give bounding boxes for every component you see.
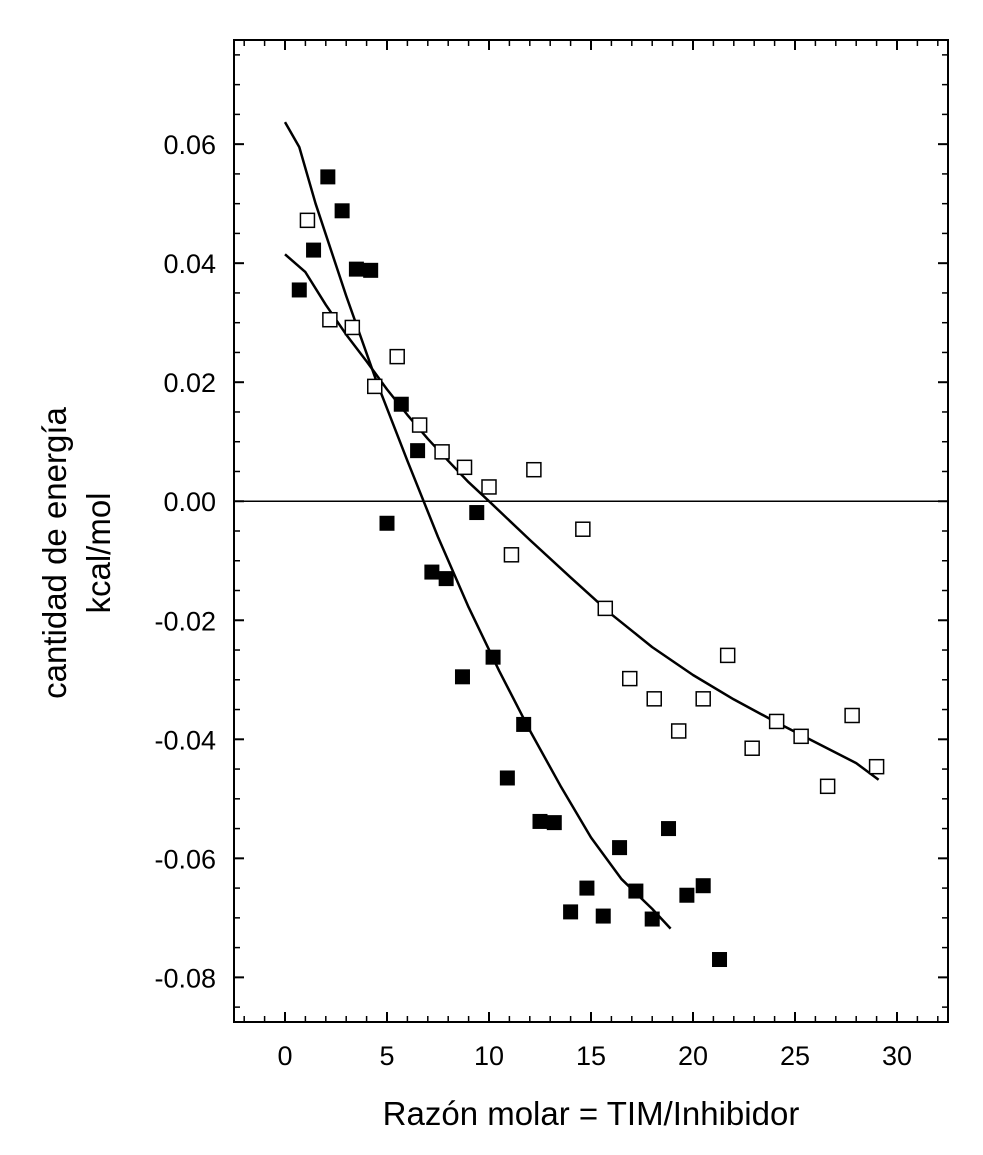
filled-square-point [628, 883, 644, 899]
filled-square-point [485, 649, 501, 665]
open-square-point [646, 691, 662, 707]
x-tick-label: 10 [474, 1041, 504, 1071]
filled-square-point [454, 669, 470, 685]
open-square-point [575, 521, 591, 537]
y-tick-label: -0.08 [154, 963, 216, 993]
filled-square-point [546, 815, 562, 831]
open-square-point [695, 691, 711, 707]
filled-square-point [306, 242, 322, 258]
x-tick-label: 15 [576, 1041, 606, 1071]
open-square-point [411, 417, 428, 433]
filled-square-point [393, 396, 409, 412]
filled-square-point [579, 880, 595, 896]
y-axis-title-line1: cantidad de energía [36, 406, 73, 698]
filled-square-point [661, 821, 677, 837]
open-square-point [526, 461, 542, 478]
open-square-point [456, 459, 473, 476]
y-tick-label: -0.04 [154, 725, 216, 755]
minor-ticks [234, 40, 948, 1022]
y-tick-labels: 0.06 0.04 0.02 0.00 -0.02 -0.04 -0.06 -0.08 [154, 130, 216, 993]
filled-square-point [379, 515, 395, 531]
fit-curve-filled-series [283, 121, 672, 930]
filled-square-point [595, 908, 611, 924]
filled-square-point [516, 716, 532, 732]
filled-square-point [469, 505, 485, 521]
open-square-point [844, 707, 860, 724]
x-tick-labels: 0 5 10 15 20 25 30 [277, 1041, 912, 1071]
open-square-point [389, 348, 405, 365]
open-square-point [768, 713, 785, 730]
filled-square-point [499, 770, 515, 786]
open-square-point [744, 740, 760, 756]
filled-square-point [679, 887, 695, 903]
open-square-point [868, 758, 885, 775]
filled-square-point [410, 443, 426, 459]
filled-square-point [438, 571, 454, 587]
y-tick-label: 0.04 [163, 249, 216, 279]
open-square-point [434, 444, 450, 460]
y-tick-label: 0.06 [163, 130, 216, 160]
open-square-point [670, 723, 687, 739]
x-tick-label: 30 [882, 1041, 912, 1071]
open-square-point [299, 212, 316, 229]
filled-square-point [712, 952, 728, 968]
filled-square-point [563, 904, 579, 920]
y-tick-label: 0.00 [163, 487, 216, 517]
y-tick-label: -0.02 [154, 606, 216, 636]
x-tick-label: 5 [379, 1041, 394, 1071]
x-axis-title: Razón molar = TIM/Inhibidor [383, 1095, 800, 1132]
filled-square-point [320, 169, 336, 185]
open-square-point [344, 319, 361, 336]
open-square-point [367, 378, 383, 395]
filled-square-point [532, 813, 548, 829]
y-tick-label: -0.06 [154, 844, 216, 874]
x-tick-label: 25 [780, 1041, 810, 1071]
open-square-point [793, 728, 809, 745]
filled-square-point [695, 878, 711, 894]
open-square-point [622, 670, 638, 687]
filled-square-point [291, 282, 307, 298]
filled-square-point [424, 564, 440, 580]
filled-square-point [644, 911, 660, 927]
filled-square-point [363, 262, 379, 278]
open-square-point [597, 600, 614, 617]
open-square-point [322, 311, 338, 328]
major-ticks [234, 40, 948, 1022]
y-axis-title-line2: kcal/mol [80, 492, 117, 613]
open-square-point [819, 778, 836, 795]
open-square-point [503, 547, 520, 563]
x-tick-label: 20 [678, 1041, 708, 1071]
filled-square-point [334, 203, 350, 219]
plot-frame [233, 39, 949, 1023]
filled-square-point [348, 261, 364, 277]
fit-curve-open-series [284, 253, 880, 781]
y-tick-label: 0.02 [163, 368, 216, 398]
filled-square-point [612, 840, 628, 856]
x-tick-label: 0 [277, 1041, 292, 1071]
open-square-point [481, 479, 497, 495]
fit-curves [283, 121, 880, 930]
open-square-point [719, 647, 736, 664]
data-markers [291, 169, 885, 968]
